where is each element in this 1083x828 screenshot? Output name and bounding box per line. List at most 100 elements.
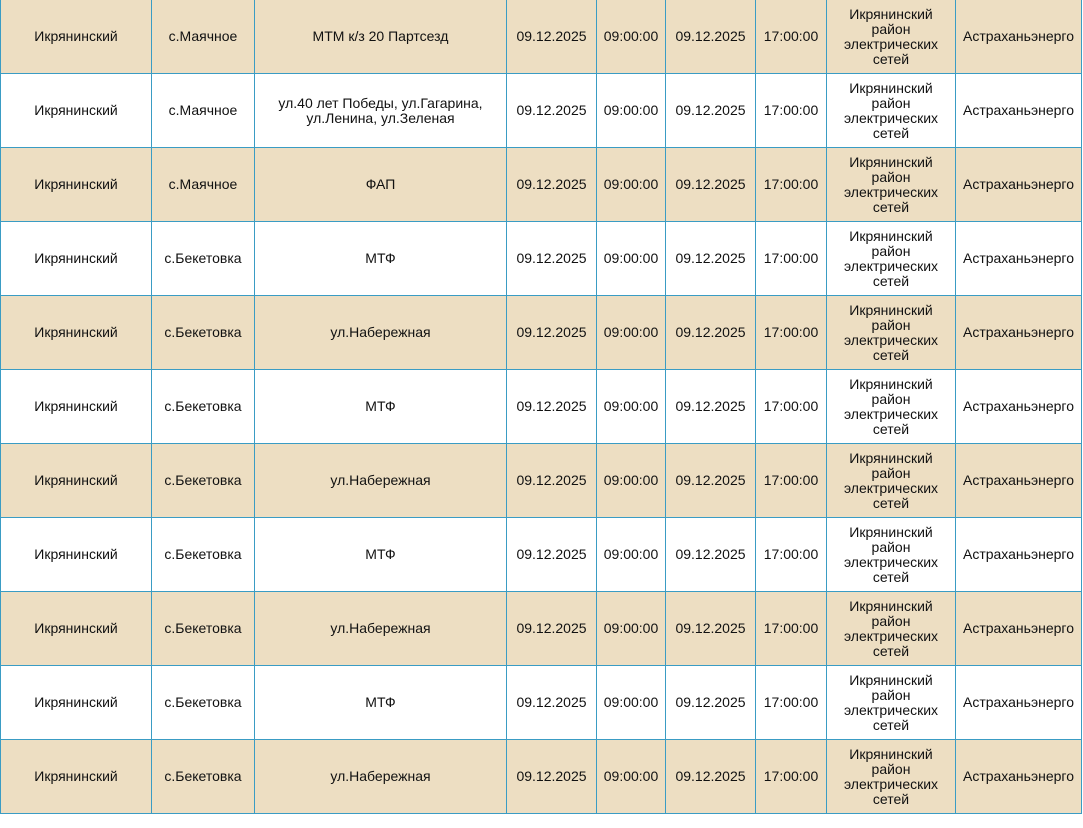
district: Икрянинский bbox=[0, 147, 152, 222]
end-time: 17:00:00 bbox=[755, 739, 827, 814]
end-time: 17:00:00 bbox=[755, 665, 827, 740]
settlement: с.Бекетовка bbox=[151, 517, 255, 592]
end-time: 17:00:00 bbox=[755, 221, 827, 296]
end-date: 09.12.2025 bbox=[665, 739, 756, 814]
start-date: 09.12.2025 bbox=[506, 295, 597, 370]
company: Астраханьэнерго bbox=[955, 739, 1082, 814]
district: Икрянинский bbox=[0, 295, 152, 370]
start-time: 09:00:00 bbox=[596, 443, 666, 518]
district: Икрянинский bbox=[0, 591, 152, 666]
address: ФАП bbox=[254, 147, 507, 222]
start-time: 09:00:00 bbox=[596, 295, 666, 370]
end-time: 17:00:00 bbox=[755, 517, 827, 592]
district: Икрянинский bbox=[0, 517, 152, 592]
district: Икрянинский bbox=[0, 369, 152, 444]
start-date: 09.12.2025 bbox=[506, 591, 597, 666]
company: Астраханьэнерго bbox=[955, 591, 1082, 666]
start-time: 09:00:00 bbox=[596, 73, 666, 148]
company: Астраханьэнерго bbox=[955, 147, 1082, 222]
end-date: 09.12.2025 bbox=[665, 221, 756, 296]
start-time: 09:00:00 bbox=[596, 369, 666, 444]
address: ул.Набережная bbox=[254, 739, 507, 814]
network-unit: Икрянинский район электрических сетей bbox=[826, 591, 956, 666]
table-row: Икрянинский с.Бекетовка МТФ 09.12.2025 09:00… bbox=[0, 665, 1082, 740]
district: Икрянинский bbox=[0, 443, 152, 518]
table-row: Икрянинский с.Маячное ул.40 лет Победы, ул… bbox=[0, 73, 1082, 148]
network-unit: Икрянинский район электрических сетей bbox=[826, 665, 956, 740]
start-date: 09.12.2025 bbox=[506, 0, 597, 74]
table-row: Икрянинский с.Бекетовка ул.Набережная 09.12… bbox=[0, 295, 1082, 370]
start-time: 09:00:00 bbox=[596, 0, 666, 74]
table-row: Икрянинский с.Бекетовка МТФ 09.12.2025 09:00… bbox=[0, 517, 1082, 592]
settlement: с.Бекетовка bbox=[151, 443, 255, 518]
end-date: 09.12.2025 bbox=[665, 369, 756, 444]
start-time: 09:00:00 bbox=[596, 517, 666, 592]
company: Астраханьэнерго bbox=[955, 443, 1082, 518]
end-time: 17:00:00 bbox=[755, 591, 827, 666]
start-time: 09:00:00 bbox=[596, 739, 666, 814]
address: МТФ bbox=[254, 221, 507, 296]
end-time: 17:00:00 bbox=[755, 295, 827, 370]
district: Икрянинский bbox=[0, 73, 152, 148]
address: МТФ bbox=[254, 665, 507, 740]
end-time: 17:00:00 bbox=[755, 73, 827, 148]
start-time: 09:00:00 bbox=[596, 591, 666, 666]
network-unit: Икрянинский район электрических сетей bbox=[826, 517, 956, 592]
settlement: с.Бекетовка bbox=[151, 221, 255, 296]
settlement: с.Бекетовка bbox=[151, 295, 255, 370]
network-unit: Икрянинский район электрических сетей bbox=[826, 73, 956, 148]
table-row: Икрянинский с.Маячное ФАП 09.12.2025 09:00:0… bbox=[0, 147, 1082, 222]
end-time: 17:00:00 bbox=[755, 0, 827, 74]
table-row: Икрянинский с.Бекетовка МТФ 09.12.2025 09:00… bbox=[0, 221, 1082, 296]
start-date: 09.12.2025 bbox=[506, 221, 597, 296]
network-unit: Икрянинский район электрических сетей bbox=[826, 295, 956, 370]
settlement: с.Маячное bbox=[151, 0, 255, 74]
start-time: 09:00:00 bbox=[596, 665, 666, 740]
end-date: 09.12.2025 bbox=[665, 665, 756, 740]
district: Икрянинский bbox=[0, 0, 152, 74]
network-unit: Икрянинский район электрических сетей bbox=[826, 147, 956, 222]
company: Астраханьэнерго bbox=[955, 517, 1082, 592]
start-date: 09.12.2025 bbox=[506, 443, 597, 518]
end-time: 17:00:00 bbox=[755, 443, 827, 518]
end-time: 17:00:00 bbox=[755, 369, 827, 444]
table-row: Икрянинский с.Бекетовка ул.Набережная 09.12… bbox=[0, 591, 1082, 666]
start-date: 09.12.2025 bbox=[506, 369, 597, 444]
network-unit: Икрянинский район электрических сетей bbox=[826, 0, 956, 74]
settlement: с.Маячное bbox=[151, 147, 255, 222]
end-date: 09.12.2025 bbox=[665, 147, 756, 222]
network-unit: Икрянинский район электрических сетей bbox=[826, 369, 956, 444]
address: ул.Набережная bbox=[254, 295, 507, 370]
end-date: 09.12.2025 bbox=[665, 443, 756, 518]
address: ул.40 лет Победы, ул.Гагарина, ул.Ленина… bbox=[254, 73, 507, 148]
table-row: Икрянинский с.Бекетовка ул.Набережная 09.12… bbox=[0, 739, 1082, 814]
company: Астраханьэнерго bbox=[955, 0, 1082, 74]
network-unit: Икрянинский район электрических сетей bbox=[826, 739, 956, 814]
address: ул.Набережная bbox=[254, 443, 507, 518]
address: МТФ bbox=[254, 517, 507, 592]
table-row: Икрянинский с.Маячное МТМ к/з 20 Партсезд 0… bbox=[0, 0, 1082, 74]
end-date: 09.12.2025 bbox=[665, 295, 756, 370]
settlement: с.Маячное bbox=[151, 73, 255, 148]
address: МТМ к/з 20 Партсезд bbox=[254, 0, 507, 74]
start-date: 09.12.2025 bbox=[506, 739, 597, 814]
start-date: 09.12.2025 bbox=[506, 517, 597, 592]
table-row: Икрянинский с.Бекетовка МТФ 09.12.2025 09:00… bbox=[0, 369, 1082, 444]
district: Икрянинский bbox=[0, 221, 152, 296]
end-date: 09.12.2025 bbox=[665, 517, 756, 592]
end-date: 09.12.2025 bbox=[665, 591, 756, 666]
network-unit: Икрянинский район электрических сетей bbox=[826, 221, 956, 296]
company: Астраханьэнерго bbox=[955, 73, 1082, 148]
settlement: с.Бекетовка bbox=[151, 739, 255, 814]
settlement: с.Бекетовка bbox=[151, 591, 255, 666]
settlement: с.Бекетовка bbox=[151, 665, 255, 740]
company: Астраханьэнерго bbox=[955, 295, 1082, 370]
table-row: Икрянинский с.Бекетовка ул.Набережная 09.12… bbox=[0, 443, 1082, 518]
company: Астраханьэнерго bbox=[955, 665, 1082, 740]
end-date: 09.12.2025 bbox=[665, 0, 756, 74]
company: Астраханьэнерго bbox=[955, 221, 1082, 296]
start-time: 09:00:00 bbox=[596, 221, 666, 296]
end-time: 17:00:00 bbox=[755, 147, 827, 222]
address: МТФ bbox=[254, 369, 507, 444]
